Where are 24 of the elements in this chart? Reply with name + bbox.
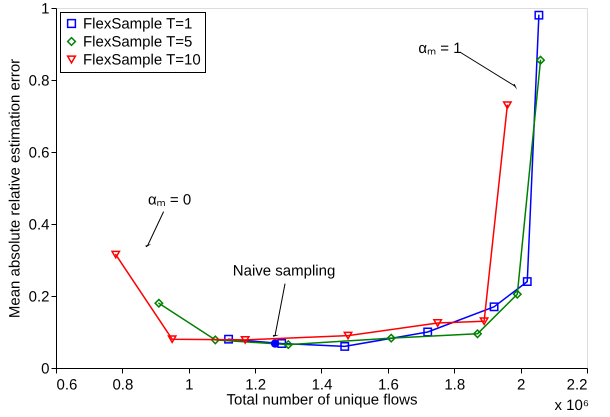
annotation: Naive sampling xyxy=(232,262,336,280)
annotation: αₘ = 0 xyxy=(148,192,192,209)
legend-label: FlexSample T=10 xyxy=(83,52,201,68)
x-tick-label: 0.6 xyxy=(56,376,78,394)
legend-label: FlexSample T=5 xyxy=(83,34,192,50)
y-tick-label: 0.4 xyxy=(28,216,50,234)
annotation: αₘ = 1 xyxy=(418,40,462,58)
x-tick-label: 1.6 xyxy=(378,376,399,394)
y-tick-label: 0 xyxy=(41,360,50,378)
x-tick-label: 2 xyxy=(516,376,526,394)
text: x 10⁶ xyxy=(554,397,589,414)
y-axis-title: Mean absolute relative estimation error xyxy=(6,58,24,318)
y-tick-label: 0.8 xyxy=(28,72,50,90)
y-tick-label: 0.6 xyxy=(28,144,50,162)
x-tick-label: 2.2 xyxy=(566,376,588,394)
x-tick-label: 1 xyxy=(185,376,194,394)
y-tick-label: 0.2 xyxy=(28,288,50,306)
x-tick-label: 1.4 xyxy=(312,376,332,394)
x-tick-label: 1.2 xyxy=(245,376,266,394)
x-tick-label: 1.8 xyxy=(444,376,466,394)
legend-label: FlexSample T=1 xyxy=(83,16,192,32)
x-axis-title: Total number of unique flows xyxy=(226,392,418,408)
x-tick-label: 0.8 xyxy=(112,376,134,394)
y-tick-label: 1 xyxy=(41,0,50,18)
